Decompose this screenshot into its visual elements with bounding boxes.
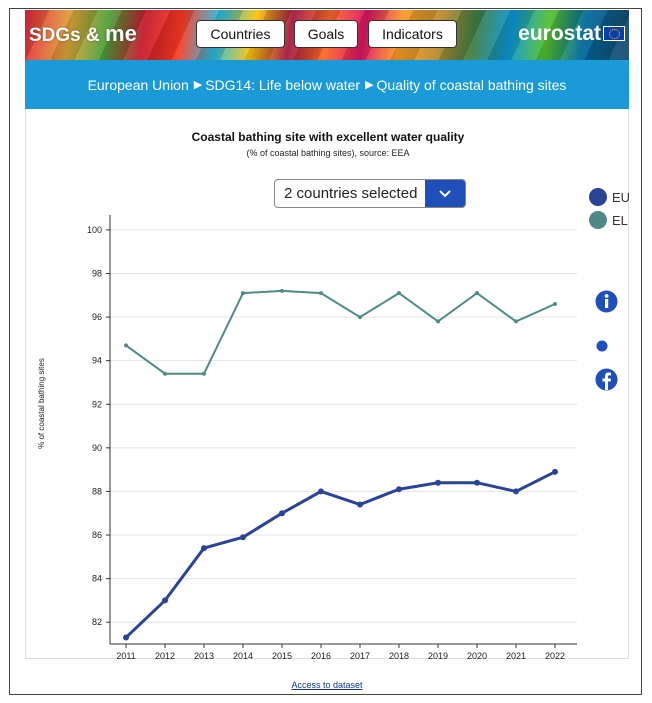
data-point-eu <box>396 486 402 493</box>
x-tick-label: 2017 <box>350 651 370 661</box>
legend-eu-dot <box>589 188 607 206</box>
x-tick-label: 2016 <box>311 651 331 661</box>
data-point-eu <box>279 510 285 517</box>
chart-subtitle: (% of coastal bathing sites), source: EE… <box>246 148 410 158</box>
info-icon[interactable] <box>595 290 618 318</box>
nav-goals-label: Goals <box>307 26 345 42</box>
y-tick-label: 84 <box>92 574 102 584</box>
data-point-eu <box>552 468 558 475</box>
facebook-icon[interactable] <box>595 368 618 396</box>
x-tick-label: 2015 <box>272 651 292 661</box>
line-chart: 82 84 86 88 90 92 94 96 98 100 2011 2012 2013 2014 201… <box>87 215 577 661</box>
breadcrumb-item-indicator[interactable]: Quality of coastal bathing sites <box>376 76 567 93</box>
breadcrumb-item-sdg14[interactable]: SDG14: Life below water <box>205 76 361 93</box>
nav-goals-button[interactable]: Goals <box>294 20 358 48</box>
data-point-eu <box>435 479 441 486</box>
legend-eu-label: EU <box>612 189 631 205</box>
y-tick-label: 82 <box>92 617 102 627</box>
x-tick-label: 2019 <box>428 651 448 661</box>
y-tick-label: 96 <box>92 312 102 322</box>
y-tick-label: 90 <box>92 443 102 453</box>
x-tick-label: 2013 <box>194 651 214 661</box>
legend-el-dot <box>589 211 607 229</box>
data-point-eu <box>513 488 519 495</box>
y-tick-label: 86 <box>92 530 102 540</box>
x-tick-label: 2012 <box>155 651 175 661</box>
data-point-eu <box>123 634 129 641</box>
series-line-eu <box>124 470 556 639</box>
x-tick-label: 2014 <box>233 651 253 661</box>
data-point-eu <box>201 545 207 552</box>
page-frame: SDGs & me Countries Goals Indicators eur… <box>9 8 642 695</box>
breadcrumb-item-eu[interactable]: European Union <box>87 76 189 93</box>
x-tick-label: 2018 <box>389 651 409 661</box>
header-banner: SDGs & me Countries Goals Indicators eur… <box>25 10 629 60</box>
data-point-el <box>124 343 128 348</box>
access-dataset-link[interactable]: Access to dataset <box>291 680 363 690</box>
chart-panel: Coastal bathing site with excellent wate… <box>25 109 630 661</box>
data-point-el <box>475 291 479 296</box>
country-selector-label: 2 countries selected <box>284 185 418 202</box>
breadcrumb: European Union ▶ SDG14: Life below water… <box>25 60 629 109</box>
y-tick-label: 88 <box>92 486 102 496</box>
data-point-el <box>319 291 323 296</box>
data-point-el <box>241 291 245 296</box>
data-point-eu <box>162 597 168 604</box>
chevron-down-icon[interactable] <box>425 180 465 207</box>
breadcrumb-separator-icon: ▶ <box>193 79 203 91</box>
chart-title: Coastal bathing site with excellent wate… <box>191 130 465 144</box>
nav-indicators-label: Indicators <box>382 26 443 42</box>
data-point-el <box>514 319 518 324</box>
brand-me: me <box>105 21 137 46</box>
x-tick-label: 2022 <box>545 651 565 661</box>
small-dot-icon[interactable] <box>596 339 608 357</box>
legend-el-label: EL <box>612 212 628 228</box>
data-point-eu <box>474 479 480 486</box>
data-point-el <box>436 319 440 324</box>
x-tick-label: 2011 <box>116 651 135 661</box>
data-point-el <box>358 315 362 320</box>
legend-item-el[interactable]: EL <box>589 211 628 229</box>
x-tick-label: 2021 <box>506 651 526 661</box>
series-line-el <box>125 289 556 375</box>
nav-countries-label: Countries <box>210 26 271 42</box>
y-tick-label: 94 <box>92 356 102 366</box>
nav-countries-button[interactable]: Countries <box>196 20 285 48</box>
data-point-eu <box>357 501 363 508</box>
data-point-el <box>280 288 284 293</box>
data-point-el <box>163 371 167 376</box>
y-tick-label: 100 <box>87 225 102 235</box>
nav-indicators-button[interactable]: Indicators <box>368 20 457 48</box>
data-point-el <box>202 371 206 376</box>
eu-flag-icon <box>603 26 625 41</box>
data-point-el <box>553 302 557 306</box>
brand-prefix: SDGs & <box>29 25 106 46</box>
sdgs-me-logo[interactable]: SDGs & me <box>29 21 137 47</box>
legend-item-eu[interactable]: EU <box>589 188 630 206</box>
y-tick-label: 92 <box>92 399 102 409</box>
data-point-eu <box>240 534 246 541</box>
data-point-el <box>397 291 401 296</box>
country-selector[interactable]: 2 countries selected <box>274 179 466 208</box>
y-tick-label: 98 <box>92 268 102 278</box>
eurostat-logo[interactable]: eurostat <box>518 22 601 45</box>
data-point-eu <box>318 488 324 495</box>
x-tick-label: 2020 <box>467 651 487 661</box>
breadcrumb-separator-icon: ▶ <box>365 79 374 91</box>
